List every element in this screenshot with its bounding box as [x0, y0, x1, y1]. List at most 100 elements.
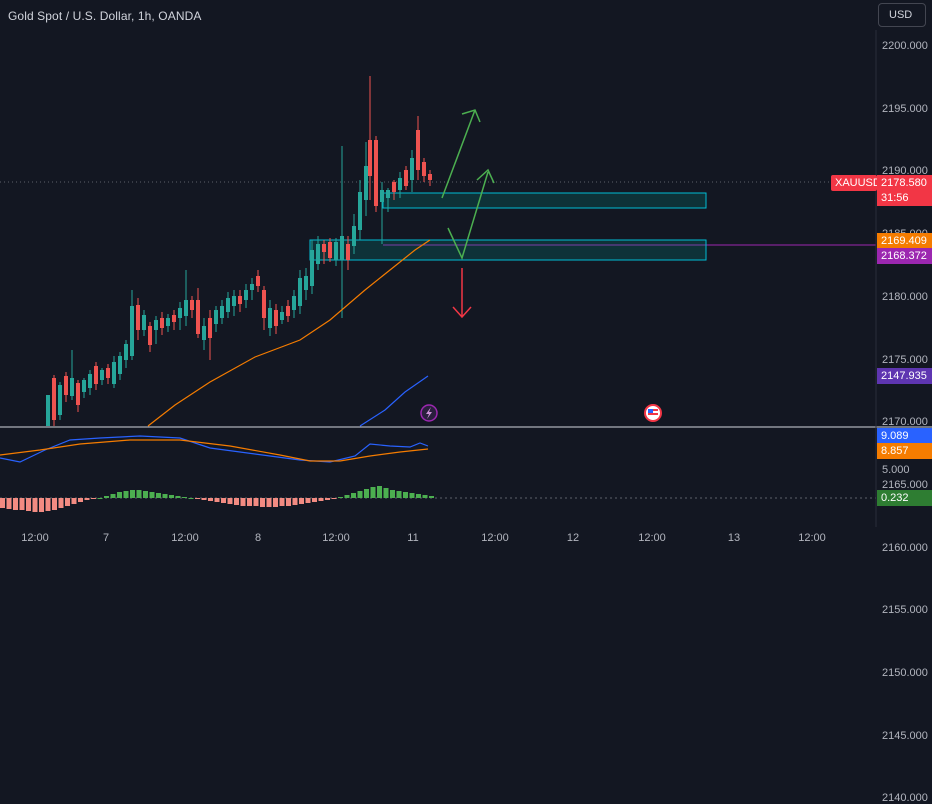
candle-body — [64, 376, 68, 395]
histogram-bar — [78, 498, 83, 502]
histogram-bar — [71, 498, 77, 504]
histogram-bar — [58, 498, 64, 508]
candle-body — [238, 296, 242, 304]
histogram-bar — [286, 498, 291, 506]
histogram-bar — [390, 490, 395, 498]
candle-body — [142, 315, 146, 330]
candle-body — [416, 130, 420, 170]
price-tick: 2175.000 — [882, 353, 928, 366]
histogram-bar — [370, 487, 376, 498]
histogram-bar — [253, 498, 259, 506]
histogram-bar — [299, 498, 304, 504]
candle-body — [364, 166, 368, 200]
histogram-bar — [403, 492, 408, 498]
candle-body — [112, 362, 116, 384]
histogram-bar — [156, 493, 161, 498]
histogram-bar — [383, 488, 389, 498]
histogram-bar — [130, 490, 135, 498]
candle-body — [340, 236, 344, 260]
candle-body — [226, 298, 230, 312]
osc-blue-tag: 9.089 — [877, 428, 932, 444]
histogram-bar — [195, 498, 200, 499]
us-flag-event-icon[interactable] — [644, 404, 662, 422]
price-tick: 2140.000 — [882, 792, 928, 804]
price-tick: 2155.000 — [882, 604, 928, 617]
candle-body — [130, 306, 134, 356]
histogram-bar — [32, 498, 38, 512]
candle-body — [46, 395, 50, 426]
candle-body — [352, 226, 356, 246]
lightning-event-icon[interactable] — [420, 404, 438, 422]
histogram-bar — [266, 498, 272, 507]
ma-fast-tag: 2169.409 — [877, 233, 932, 249]
candle-body — [190, 300, 194, 310]
candle-body — [202, 326, 206, 340]
chart-area[interactable] — [0, 0, 932, 550]
currency-button[interactable]: USD — [878, 3, 926, 27]
chart-title[interactable]: Gold Spot / U.S. Dollar, 1h, OANDA — [8, 9, 202, 23]
candle-body — [380, 190, 384, 202]
histogram-bar — [91, 498, 96, 499]
histogram-bar — [357, 491, 363, 498]
histogram-bar — [26, 498, 31, 511]
candle-body — [328, 242, 332, 258]
histogram-bar — [247, 498, 252, 506]
candle-body — [322, 244, 326, 252]
candle-body — [154, 320, 158, 330]
candle-body — [178, 308, 182, 318]
ma-blue-line — [359, 375, 429, 427]
histogram-bar — [396, 491, 402, 498]
oscillator-orange-line — [0, 439, 429, 462]
histogram-bar — [221, 498, 226, 503]
price-tick: 2145.000 — [882, 729, 928, 742]
histogram-bar — [0, 498, 5, 508]
histogram-bar — [273, 498, 278, 507]
candle-body — [232, 296, 236, 306]
histogram-bar — [110, 494, 116, 498]
histogram-bar — [182, 497, 187, 498]
candle-body — [298, 278, 302, 306]
histogram-bar — [13, 498, 18, 510]
histogram-bar — [351, 493, 356, 498]
candle-body — [358, 192, 362, 230]
price-tick: 2150.000 — [882, 667, 928, 679]
candle-body — [368, 140, 372, 176]
price-tick: 2195.000 — [882, 102, 928, 115]
resistance-zone[interactable] — [382, 192, 707, 209]
time-label: 12:00 — [638, 532, 666, 544]
histogram-bar — [227, 498, 233, 504]
histogram-bar — [162, 494, 168, 498]
histogram-bar — [279, 498, 285, 506]
histogram-bar — [188, 498, 194, 499]
candle-body — [262, 290, 266, 318]
histogram-bar — [169, 495, 174, 498]
candle-body — [274, 310, 278, 326]
support-zone[interactable] — [309, 239, 707, 261]
time-label: 11 — [407, 532, 419, 544]
candle-body — [256, 276, 260, 286]
projection-arrows[interactable] — [441, 109, 495, 319]
time-label: 12 — [566, 532, 580, 544]
histogram-series — [0, 486, 434, 512]
candle-body — [52, 378, 56, 420]
time-label: 12:00 — [171, 532, 199, 544]
time-label: 12:00 — [481, 532, 509, 544]
histogram-bar — [305, 498, 311, 503]
candle-body — [316, 244, 320, 264]
countdown-tag: 31:56 — [877, 190, 932, 206]
histogram-bar — [136, 490, 142, 498]
histogram-bar — [325, 498, 330, 500]
histogram-bar — [409, 493, 415, 498]
candlestick-series — [46, 76, 432, 426]
candle-body — [392, 182, 396, 192]
candle-body — [268, 308, 272, 328]
candle-body — [196, 300, 200, 334]
candle-body — [100, 370, 104, 380]
symbol-tag: XAUUSD — [831, 175, 881, 191]
candle-body — [346, 244, 350, 260]
histogram-bar — [292, 498, 298, 505]
histogram-bar — [45, 498, 51, 511]
time-label: 12:00 — [21, 532, 49, 544]
time-label: 12:00 — [322, 532, 350, 544]
price-tick: 2170.000 — [882, 416, 928, 429]
